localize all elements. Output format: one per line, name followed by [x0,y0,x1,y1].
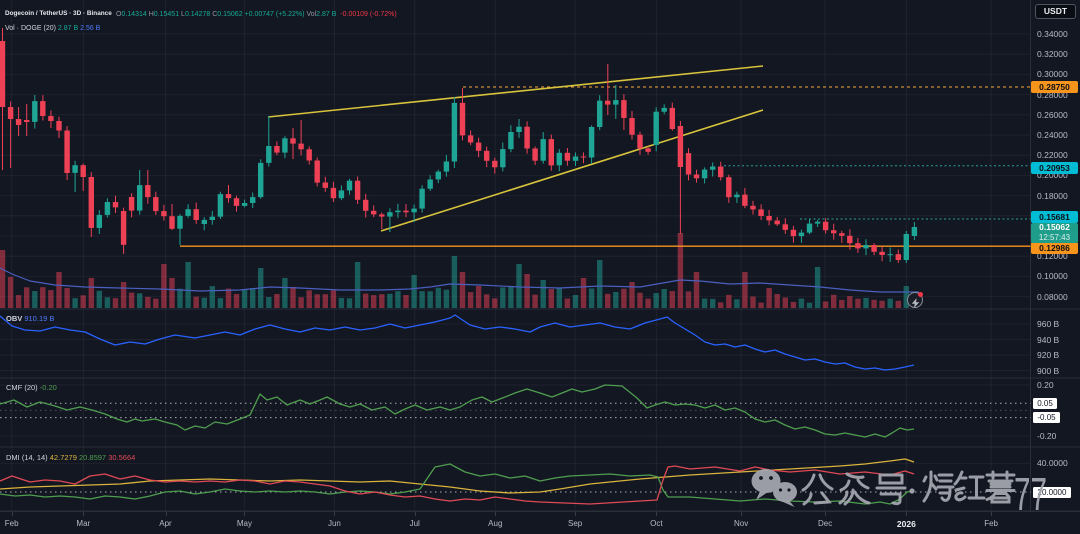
svg-text:77: 77 [1014,468,1047,513]
